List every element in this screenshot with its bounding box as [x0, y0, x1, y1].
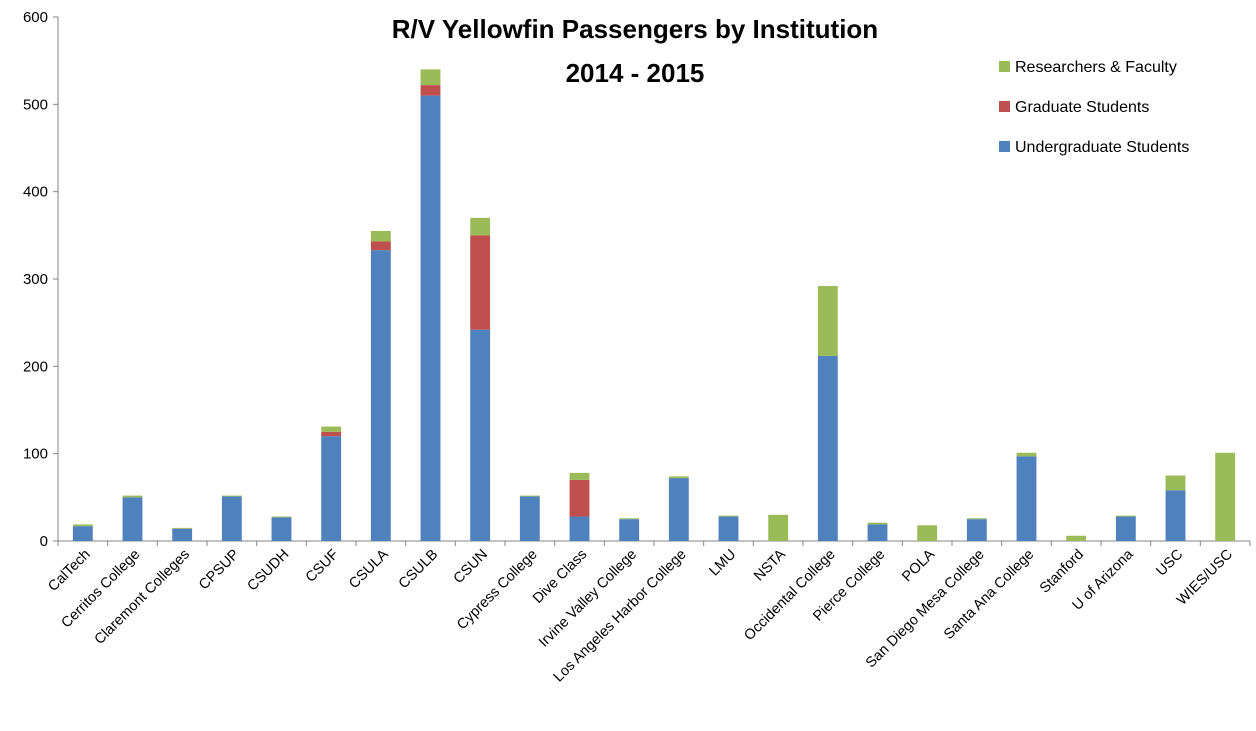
bars	[72, 69, 1236, 541]
bar-segment-undergraduate-students	[470, 329, 491, 541]
y-tick-label: 300	[23, 271, 48, 288]
bar-segment-undergraduate-students	[72, 526, 93, 541]
legend-label-graduate-students: Graduate Students	[1015, 99, 1149, 116]
bar-segment-undergraduate-students	[569, 516, 590, 541]
bar-segment-undergraduate-students	[271, 517, 292, 541]
bar-segment-researchers-faculty	[768, 514, 789, 541]
y-tick-label: 400	[23, 184, 48, 201]
y-axis: 0 100 200 300 400 500 600	[23, 9, 59, 550]
bar-segment-undergraduate-students	[221, 496, 242, 541]
y-tick-label: 500	[23, 96, 48, 113]
x-tick-label: Occidental College	[741, 547, 838, 644]
bar-segment-researchers-faculty	[370, 230, 391, 242]
legend-swatch-researchers-faculty	[999, 61, 1010, 72]
bar-segment-researchers-faculty	[917, 525, 938, 541]
bar-segment-undergraduate-students	[420, 95, 441, 541]
bar-segment-researchers-faculty	[867, 522, 888, 525]
bar-segment-undergraduate-students	[1016, 456, 1037, 541]
bar-segment-researchers-faculty	[122, 495, 143, 498]
x-tick-label: USC	[1153, 547, 1186, 580]
bar-segment-researchers-faculty	[172, 527, 193, 529]
x-tick-label: Santa Ana College	[941, 547, 1037, 643]
bar-segment-researchers-faculty	[817, 285, 838, 356]
y-tick-label: 600	[23, 9, 48, 26]
bar-segment-graduate-students	[569, 479, 590, 517]
legend: Researchers & Faculty Graduate Students Un…	[999, 59, 1189, 156]
bar-segment-undergraduate-students	[172, 528, 193, 541]
x-tick-label: Claremont Colleges	[92, 547, 193, 648]
legend-swatch-undergraduate-students	[999, 141, 1010, 152]
bar-segment-graduate-students	[370, 241, 391, 251]
bar-segment-researchers-faculty	[1066, 535, 1087, 541]
bar-segment-researchers-faculty	[718, 515, 739, 517]
x-tick-label: LMU	[706, 547, 739, 580]
x-tick-label: NSTA	[751, 546, 789, 584]
bar-segment-researchers-faculty	[569, 472, 590, 480]
bar-segment-undergraduate-students	[321, 436, 342, 541]
x-tick-label: CSUN	[451, 547, 491, 587]
legend-label-undergraduate-students: Undergraduate Students	[1015, 139, 1189, 156]
bar-segment-researchers-faculty	[221, 495, 242, 497]
bar-segment-graduate-students	[420, 85, 441, 96]
bar-segment-researchers-faculty	[420, 69, 441, 86]
x-tick-label: Irvine Valley College	[536, 547, 640, 651]
y-tick-label: 200	[23, 358, 48, 375]
x-tick-label: CSUDH	[245, 547, 293, 595]
bar-segment-undergraduate-students	[718, 516, 739, 541]
bar-segment-undergraduate-students	[122, 497, 143, 541]
bar-segment-researchers-faculty	[1115, 515, 1136, 517]
bar-segment-researchers-faculty	[72, 524, 93, 527]
x-tick-label: CSULB	[396, 547, 442, 593]
bar-segment-undergraduate-students	[966, 519, 987, 541]
bar-segment-graduate-students	[470, 235, 491, 330]
x-tick-label: CPSUP	[196, 547, 243, 594]
legend-label-researchers-faculty: Researchers & Faculty	[1015, 59, 1177, 76]
x-tick-label: CSUF	[303, 546, 342, 585]
bar-segment-undergraduate-students	[619, 519, 640, 541]
x-tick-label: CSULA	[346, 546, 392, 592]
bar-segment-undergraduate-students	[668, 478, 689, 541]
bar-segment-graduate-students	[321, 431, 342, 437]
x-tick-label: POLA	[899, 546, 938, 585]
bar-segment-undergraduate-students	[1165, 490, 1186, 541]
bar-segment-researchers-faculty	[519, 495, 540, 497]
bar-segment-researchers-faculty	[1016, 452, 1037, 457]
bar-segment-researchers-faculty	[966, 518, 987, 520]
bar-segment-researchers-faculty	[1165, 475, 1186, 491]
legend-swatch-graduate-students	[999, 101, 1010, 112]
y-tick-label: 0	[40, 533, 48, 550]
x-tick-label: Stanford	[1037, 547, 1087, 597]
bar-segment-researchers-faculty	[619, 518, 640, 520]
bar-segment-researchers-faculty	[470, 217, 491, 236]
bar-segment-undergraduate-students	[817, 355, 838, 541]
bar-segment-undergraduate-students	[1115, 516, 1136, 541]
bar-segment-researchers-faculty	[271, 516, 292, 518]
chart-title-line-1: R/V Yellowfin Passengers by Institution	[392, 14, 878, 44]
bar-segment-undergraduate-students	[867, 524, 888, 541]
bar-segment-researchers-faculty	[321, 426, 342, 432]
bar-segment-researchers-faculty	[1215, 452, 1236, 541]
x-tick-label: CalTech	[45, 547, 93, 595]
bar-segment-researchers-faculty	[668, 476, 689, 479]
bar-segment-undergraduate-students	[519, 496, 540, 541]
bar-segment-undergraduate-students	[370, 250, 391, 541]
chart-title-line-2: 2014 - 2015	[566, 58, 705, 88]
y-tick-label: 100	[23, 446, 48, 463]
